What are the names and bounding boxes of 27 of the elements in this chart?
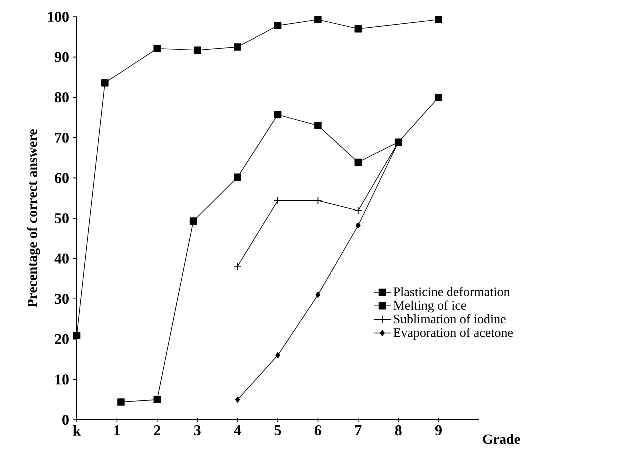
y-tick-label: 20 [55, 334, 69, 344]
legend-label: Melting of ice [394, 300, 466, 313]
legend-label: Plasticine deformation [394, 287, 510, 296]
y-tick-label: 100 [48, 12, 69, 22]
x-tick-label: 7 [356, 426, 362, 436]
y-tick-label: 90 [54, 52, 69, 62]
y-tick-label: 10 [56, 374, 69, 385]
y-axis-title: Precentage of correct answere [27, 130, 40, 308]
legend-label: Sublimation of iodine [394, 314, 506, 324]
x-tick-label: 4 [234, 426, 242, 436]
x-tick-label: 1 [114, 426, 120, 436]
y-tick-label: 70 [55, 132, 69, 143]
y-tick-label: 50 [55, 213, 69, 224]
x-tick-label: 5 [274, 426, 282, 436]
x-tick-label: k [73, 426, 82, 436]
y-tick-label: 40 [54, 254, 69, 264]
x-tick-label: 8 [395, 426, 402, 436]
x-tick-label: 9 [435, 426, 442, 436]
x-axis-title: Grade [483, 434, 520, 444]
y-tick-label: 30 [55, 294, 69, 304]
legend-label: Evaporation of acetone [394, 328, 514, 340]
x-tick-label: 3 [194, 426, 201, 436]
x-tick-label: 6 [314, 426, 322, 436]
y-tick-label: 80 [55, 92, 69, 103]
y-tick-label: 0 [62, 414, 69, 426]
x-tick-label: 2 [154, 426, 160, 436]
y-tick-label: 60 [55, 173, 69, 184]
